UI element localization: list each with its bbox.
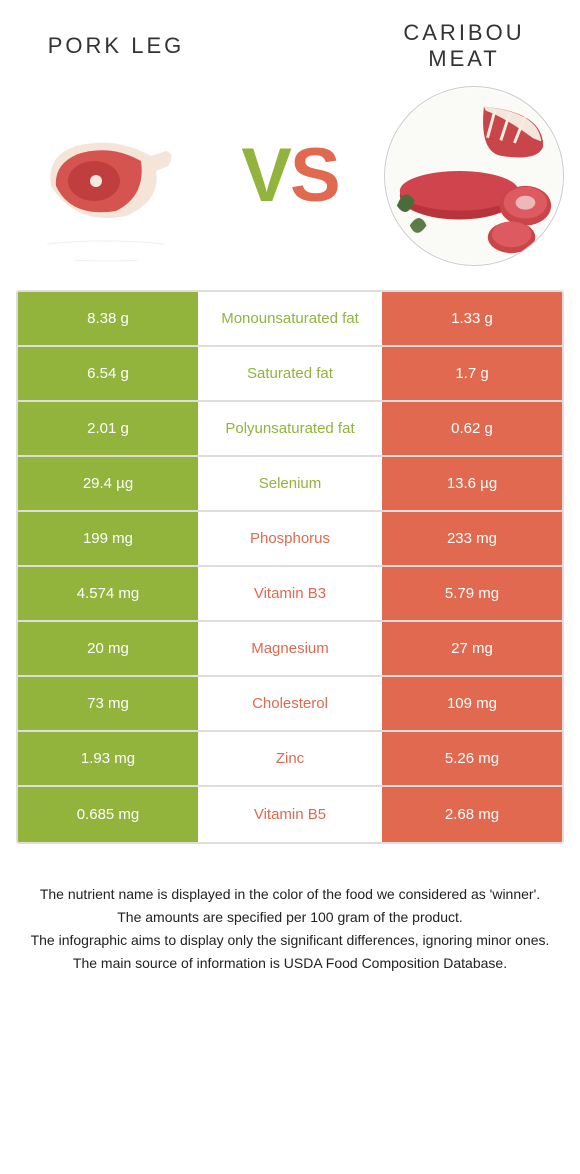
table-row: 4.574 mgVitamin B35.79 mg	[18, 567, 562, 622]
vs-letter-s: S	[290, 133, 339, 218]
left-value-cell: 2.01 g	[18, 402, 198, 455]
vs-block: VS	[210, 138, 370, 214]
left-value-cell: 4.574 mg	[18, 567, 198, 620]
header: PORK LEG CARIBOU MEAT	[16, 20, 564, 72]
footer-line: The infographic aims to display only the…	[26, 930, 554, 951]
right-value-cell: 13.6 µg	[382, 457, 562, 510]
left-value-cell: 8.38 g	[18, 292, 198, 345]
nutrient-label-cell: Monounsaturated fat	[198, 292, 382, 345]
nutrient-label-cell: Cholesterol	[198, 677, 382, 730]
right-value-cell: 1.7 g	[382, 347, 562, 400]
footer-line: The main source of information is USDA F…	[26, 953, 554, 974]
table-row: 2.01 gPolyunsaturated fat0.62 g	[18, 402, 562, 457]
nutrient-table: 8.38 gMonounsaturated fat1.33 g6.54 gSat…	[16, 290, 564, 844]
right-value-cell: 1.33 g	[382, 292, 562, 345]
left-value-cell: 0.685 mg	[18, 787, 198, 842]
right-value-cell: 233 mg	[382, 512, 562, 565]
nutrient-label-cell: Saturated fat	[198, 347, 382, 400]
table-row: 8.38 gMonounsaturated fat1.33 g	[18, 292, 562, 347]
images-row: VS	[16, 86, 564, 266]
caribou-meat-image	[384, 86, 564, 266]
right-value-cell: 5.79 mg	[382, 567, 562, 620]
vs-letter-v: V	[241, 133, 290, 218]
nutrient-label-cell: Vitamin B5	[198, 787, 382, 842]
table-row: 6.54 gSaturated fat1.7 g	[18, 347, 562, 402]
right-value-cell: 2.68 mg	[382, 787, 562, 842]
pork-leg-image	[16, 86, 196, 266]
nutrient-label-cell: Selenium	[198, 457, 382, 510]
right-food-title: CARIBOU MEAT	[364, 20, 564, 72]
footer-line: The amounts are specified per 100 gram o…	[26, 907, 554, 928]
pork-leg-icon	[16, 86, 196, 266]
left-value-cell: 29.4 µg	[18, 457, 198, 510]
right-value-cell: 0.62 g	[382, 402, 562, 455]
table-row: 20 mgMagnesium27 mg	[18, 622, 562, 677]
footer-line: The nutrient name is displayed in the co…	[26, 884, 554, 905]
left-value-cell: 6.54 g	[18, 347, 198, 400]
table-row: 29.4 µgSelenium13.6 µg	[18, 457, 562, 512]
nutrient-label-cell: Polyunsaturated fat	[198, 402, 382, 455]
right-value-cell: 109 mg	[382, 677, 562, 730]
vs-text: VS	[241, 138, 338, 214]
right-value-cell: 27 mg	[382, 622, 562, 675]
table-row: 1.93 mgZinc5.26 mg	[18, 732, 562, 787]
nutrient-label-cell: Zinc	[198, 732, 382, 785]
footer-notes: The nutrient name is displayed in the co…	[16, 884, 564, 974]
left-value-cell: 1.93 mg	[18, 732, 198, 785]
table-row: 73 mgCholesterol109 mg	[18, 677, 562, 732]
table-row: 0.685 mgVitamin B52.68 mg	[18, 787, 562, 842]
nutrient-label-cell: Vitamin B3	[198, 567, 382, 620]
nutrient-label-cell: Magnesium	[198, 622, 382, 675]
left-value-cell: 73 mg	[18, 677, 198, 730]
nutrient-label-cell: Phosphorus	[198, 512, 382, 565]
left-food-title: PORK LEG	[16, 33, 216, 59]
table-row: 199 mgPhosphorus233 mg	[18, 512, 562, 567]
right-value-cell: 5.26 mg	[382, 732, 562, 785]
left-value-cell: 199 mg	[18, 512, 198, 565]
left-value-cell: 20 mg	[18, 622, 198, 675]
caribou-meat-icon	[385, 87, 563, 265]
